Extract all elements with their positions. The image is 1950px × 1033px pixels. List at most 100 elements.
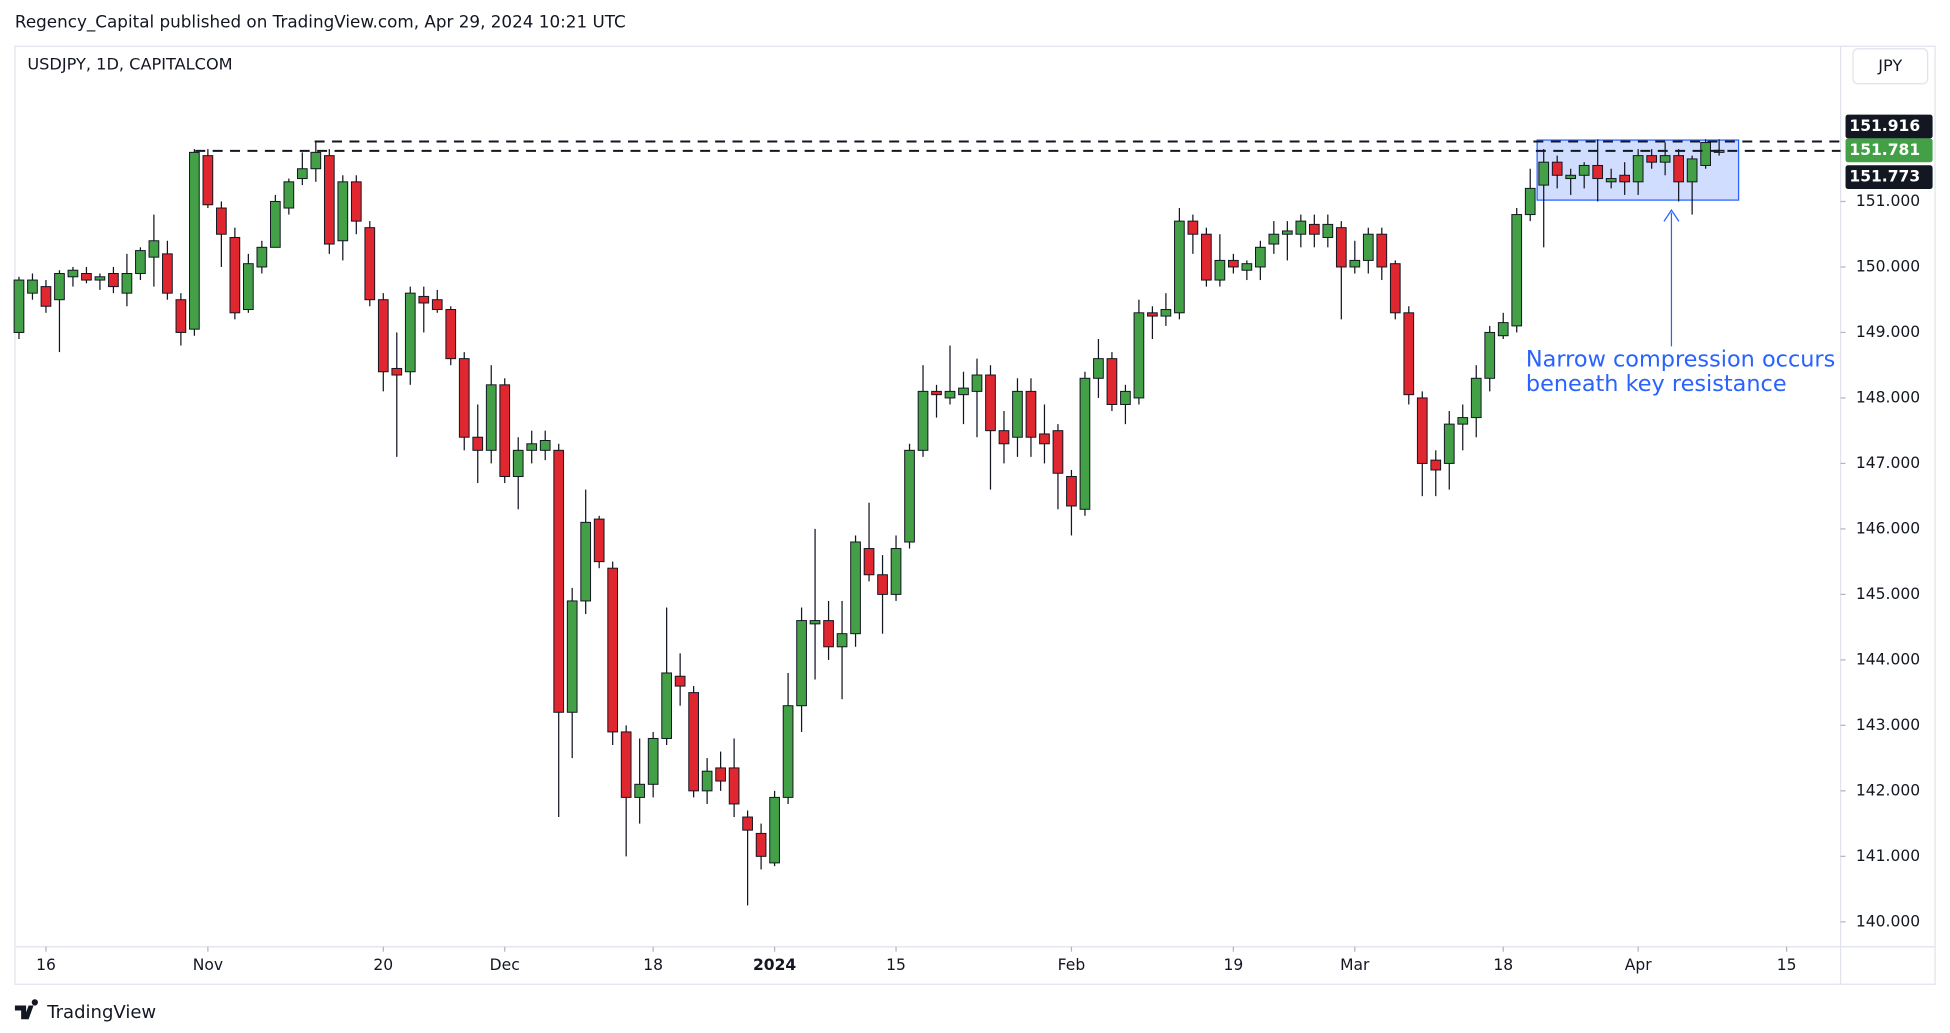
candle-body xyxy=(971,374,983,392)
candle-body xyxy=(1457,417,1469,425)
y-tick-label: 151.000 xyxy=(1856,192,1920,210)
x-tick-label: 19 xyxy=(1223,956,1243,974)
candle-body xyxy=(539,439,551,451)
candle-body xyxy=(607,567,619,733)
candle-body xyxy=(877,574,888,595)
candle-body xyxy=(1093,358,1104,379)
annotation-text: beneath key resistance xyxy=(1526,371,1787,397)
candle-body xyxy=(904,449,915,543)
candle-body xyxy=(863,548,875,576)
candle-body xyxy=(850,541,861,635)
candle-body xyxy=(1592,164,1604,180)
candle-body xyxy=(1443,423,1455,464)
candle-body xyxy=(985,374,996,432)
candle-body xyxy=(1646,155,1658,163)
candle-body xyxy=(175,299,187,333)
y-tick-label: 145.000 xyxy=(1856,585,1920,603)
candle-body xyxy=(728,767,740,805)
currency-label[interactable]: JPY xyxy=(1877,56,1902,75)
x-tick-label: 16 xyxy=(36,956,56,974)
candle-body xyxy=(1551,161,1563,176)
candle-body xyxy=(593,518,605,563)
candle-body xyxy=(67,269,79,278)
candle-body xyxy=(377,299,389,373)
candle-body xyxy=(1268,233,1280,245)
y-tick-label: 147.000 xyxy=(1856,454,1920,472)
y-tick-label: 142.000 xyxy=(1856,781,1920,799)
candle-body xyxy=(998,430,1010,445)
candle-body xyxy=(431,299,443,311)
candle-body xyxy=(269,200,281,248)
plot-area xyxy=(13,139,1725,906)
candle-body xyxy=(364,227,376,301)
price-label: 151.916 xyxy=(1849,117,1920,135)
publisher-line: Regency_Capital published on TradingView… xyxy=(15,11,626,32)
candle-body xyxy=(1430,459,1442,471)
candle-body xyxy=(890,548,902,595)
candle-body xyxy=(81,273,92,281)
x-tick-label: Mar xyxy=(1340,956,1370,974)
candle-body xyxy=(688,692,699,792)
x-tick-label: 15 xyxy=(1777,956,1797,974)
currency-button[interactable] xyxy=(1852,48,1929,85)
candle-body xyxy=(917,390,929,451)
candle-body xyxy=(1147,312,1158,317)
candle-body xyxy=(1578,164,1590,176)
candle-body xyxy=(202,155,214,206)
candle-body xyxy=(216,207,227,235)
candle-body xyxy=(958,387,969,396)
candle-body xyxy=(27,279,38,294)
candle-body xyxy=(1416,397,1428,464)
candle-body xyxy=(1052,430,1064,474)
price-label: 151.773 xyxy=(1849,168,1920,186)
candle-body xyxy=(445,309,457,360)
candle-body xyxy=(404,292,416,373)
candle-body xyxy=(391,367,403,376)
candle-body xyxy=(1308,223,1320,235)
symbol-title: USDJPY, 1D, CAPITALCOM xyxy=(27,55,232,74)
x-tick-label: 20 xyxy=(373,956,393,974)
brand-icon xyxy=(14,999,38,1020)
candle-body xyxy=(54,273,65,301)
candle-body xyxy=(836,633,848,648)
candle-body xyxy=(1254,246,1266,268)
y-tick-label: 148.000 xyxy=(1856,388,1920,406)
candle-body xyxy=(1538,161,1550,186)
candle-body xyxy=(823,620,834,648)
candle-body xyxy=(108,273,119,288)
candle-body xyxy=(674,675,686,687)
brand-logo: TradingView xyxy=(14,999,156,1023)
annotation-text: Narrow compression occurs xyxy=(1526,347,1835,373)
candle-body xyxy=(229,236,241,314)
candle-body xyxy=(647,737,659,785)
candle-body xyxy=(1659,155,1671,163)
x-tick-label: 15 xyxy=(886,956,906,974)
candle-body xyxy=(1497,322,1509,337)
candle-body xyxy=(755,832,767,857)
candle-body xyxy=(418,295,430,304)
candle-body xyxy=(796,620,807,707)
candle-body xyxy=(1241,263,1253,271)
candle-body xyxy=(1700,142,1711,166)
y-tick-label: 141.000 xyxy=(1856,847,1920,865)
candle-body xyxy=(189,151,200,330)
candle-body xyxy=(1349,259,1361,268)
candle-body xyxy=(1079,377,1091,510)
candle-body xyxy=(1106,358,1118,405)
x-tick-label: Nov xyxy=(193,956,223,974)
candle-body xyxy=(1511,214,1523,327)
candle-body xyxy=(1201,233,1212,281)
brand-name: TradingView xyxy=(46,1002,156,1023)
candle-body xyxy=(40,286,52,307)
y-tick-label: 143.000 xyxy=(1856,716,1920,734)
candle-body xyxy=(1686,158,1698,183)
x-tick-label: Dec xyxy=(490,956,520,974)
candle-body xyxy=(661,672,673,739)
candle-body xyxy=(1673,155,1684,183)
candle-body xyxy=(1376,233,1388,268)
candle-body xyxy=(620,731,632,798)
candle-body xyxy=(512,449,524,478)
candle-body xyxy=(148,240,160,258)
